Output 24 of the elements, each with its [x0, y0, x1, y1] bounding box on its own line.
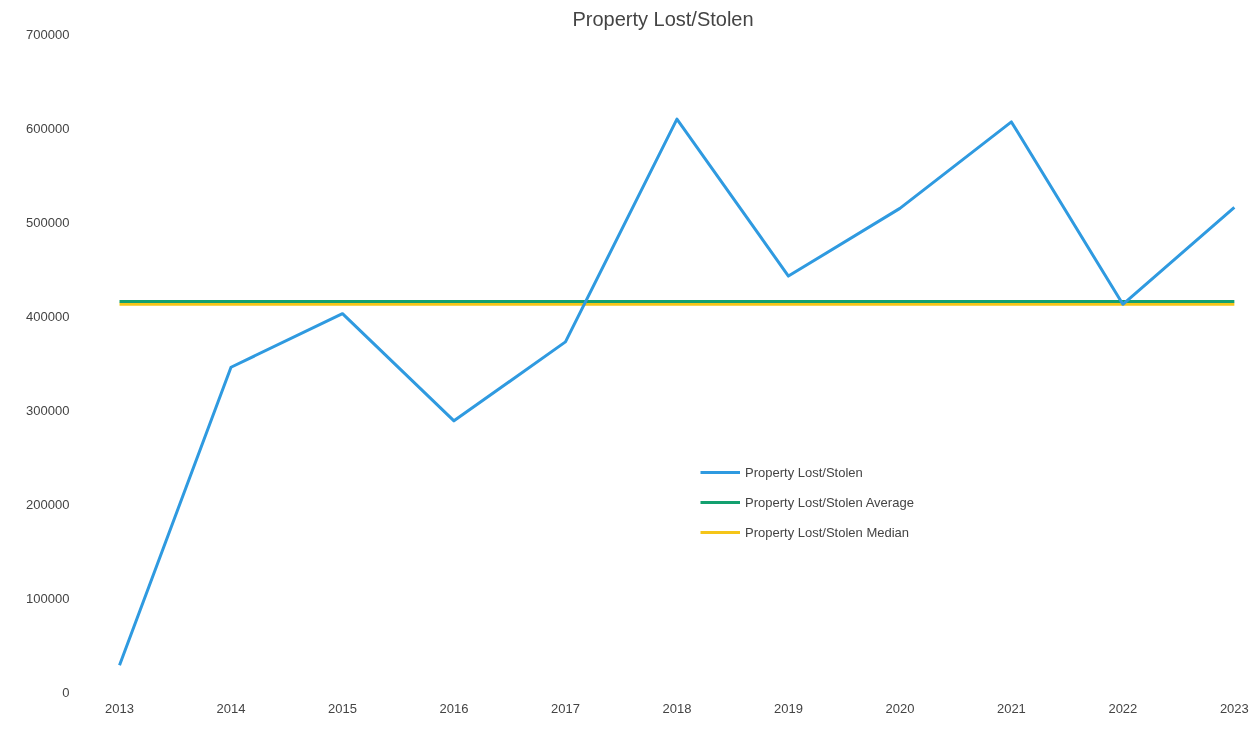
- x-tick-label: 2015: [328, 700, 357, 716]
- x-tick-label: 2022: [1108, 700, 1138, 716]
- chart-title: Property Lost/Stolen: [572, 7, 754, 30]
- x-tick-label: 2013: [105, 700, 134, 716]
- y-tick-label: 0: [62, 685, 70, 700]
- x-tick-label: 2021: [996, 700, 1026, 716]
- x-tick-label: 2020: [885, 700, 915, 716]
- y-tick-label: 300000: [26, 403, 70, 418]
- y-tick-label: 100000: [26, 591, 70, 606]
- y-tick-label: 600000: [26, 121, 70, 136]
- x-tick-label: 2023: [1219, 700, 1249, 716]
- x-tick-label: 2018: [662, 700, 692, 716]
- x-tick-label: 2014: [216, 700, 246, 716]
- y-tick-label: 500000: [26, 215, 70, 230]
- legend-label: Property Lost/Stolen: [745, 464, 863, 480]
- x-tick-label: 2017: [550, 700, 580, 716]
- x-tick-label: 2019: [773, 700, 803, 716]
- line-series: [118, 117, 1236, 667]
- legend-label: Property Lost/Stolen Average: [745, 494, 914, 510]
- y-tick-label: 200000: [26, 497, 70, 512]
- legend-label: Property Lost/Stolen Median: [745, 524, 910, 540]
- x-tick-label: 2016: [439, 700, 469, 716]
- y-tick-label: 700000: [26, 27, 70, 42]
- y-tick-label: 400000: [26, 309, 70, 324]
